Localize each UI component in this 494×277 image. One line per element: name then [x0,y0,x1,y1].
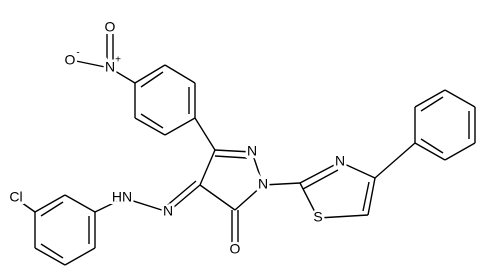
atom-label: N [163,203,173,219]
atom-labels: O - N + O N N N S Cl HN N O [7,16,348,259]
atom-label: N [247,143,257,159]
atom-label: N [105,59,115,75]
atom-label: N [258,176,268,192]
charge-label: - [76,48,79,59]
bonds [17,34,476,266]
atom-label: S [313,209,322,225]
atom-label: O [105,19,116,35]
atom-label: HN [112,189,132,205]
atom-label: O [65,52,76,68]
atom-label: O [230,241,241,257]
charge-label: + [115,55,121,66]
atom-label: Cl [9,189,22,205]
atom-label: N [335,153,345,169]
